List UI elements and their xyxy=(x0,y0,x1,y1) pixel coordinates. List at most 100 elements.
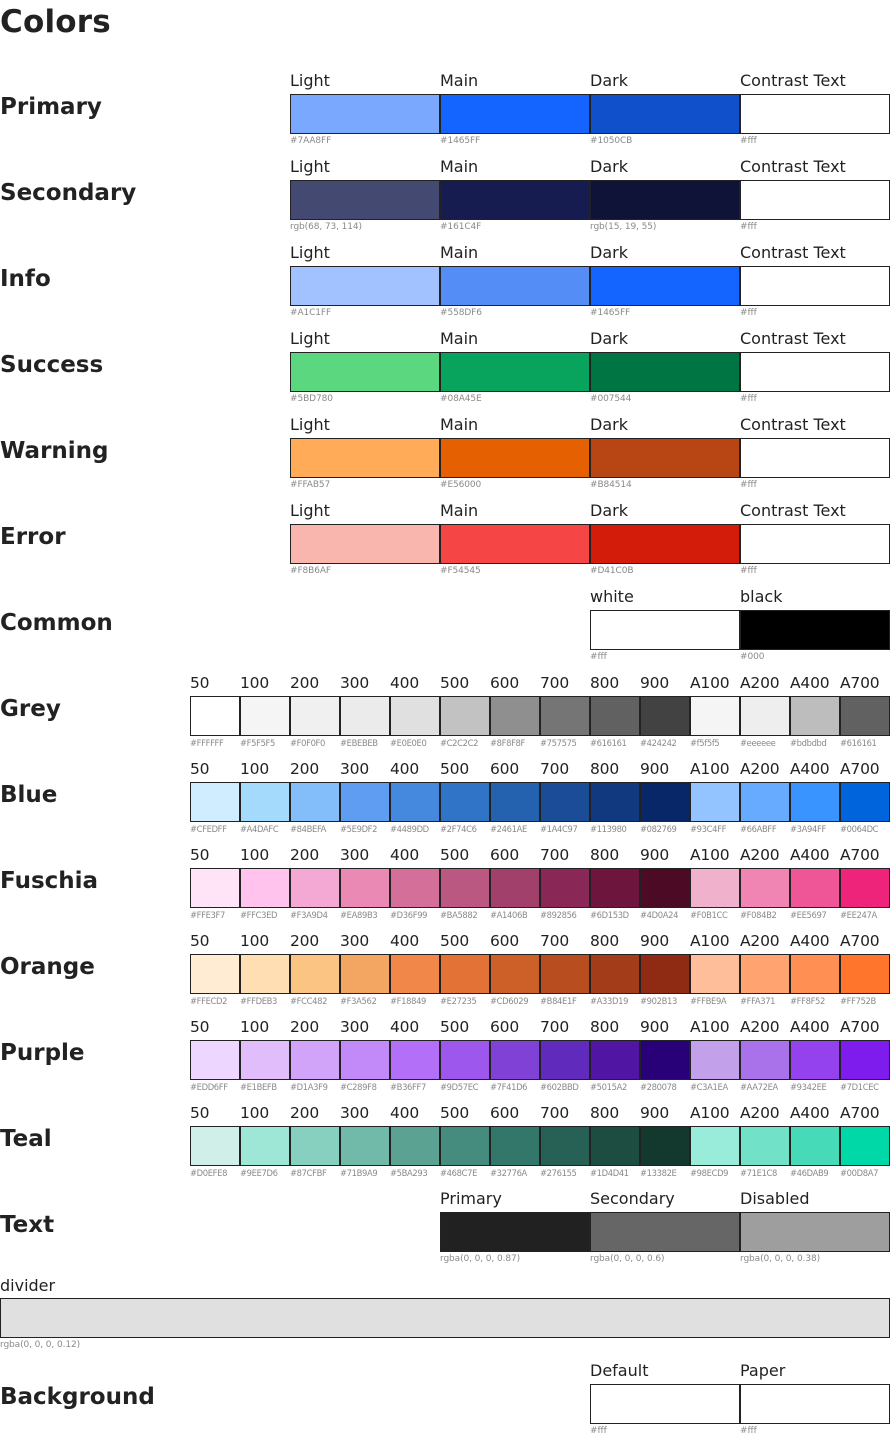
color-swatch xyxy=(290,352,440,392)
swatch-cell-teal-300: 300 #71B9A9 xyxy=(340,1104,390,1184)
color-code: #082769 xyxy=(640,824,677,834)
color-code: #fff xyxy=(740,394,757,404)
swatch-label: black xyxy=(740,587,783,606)
swatch-label: 100 xyxy=(240,1104,269,1122)
palette-group-primary: Primary Light #7AA8FF Main #1465FF Dark #1050C… xyxy=(0,72,890,152)
swatch-cell-blue-500: 500 #2F74C6 xyxy=(440,760,490,840)
swatch-cell-success-main: Main #08A45E xyxy=(440,330,590,410)
swatch-cell-purple-a700: A700 #7D1CEC xyxy=(840,1018,890,1098)
color-swatch xyxy=(290,180,440,220)
swatch-cell-teal-a400: A400 #46DAB9 xyxy=(790,1104,840,1184)
swatch-label: Light xyxy=(290,329,330,348)
color-swatch xyxy=(740,266,890,306)
color-swatch xyxy=(790,1040,840,1080)
color-swatch xyxy=(590,94,740,134)
swatch-cell-teal-400: 400 #5BA293 xyxy=(390,1104,440,1184)
color-code: rgba(0, 0, 0, 0.6) xyxy=(590,1254,665,1264)
color-code: #5015A2 xyxy=(590,1082,627,1092)
color-code: rgba(0, 0, 0, 0.38) xyxy=(740,1254,820,1264)
color-swatch xyxy=(690,1126,740,1166)
color-code: #98ECD9 xyxy=(690,1168,729,1178)
swatch-label: A100 xyxy=(690,674,730,692)
swatch-label: Contrast Text xyxy=(740,415,846,434)
color-swatch xyxy=(490,1126,540,1166)
color-code: #902B13 xyxy=(640,996,677,1006)
swatch-cell-purple-a400: A400 #9342EE xyxy=(790,1018,840,1098)
color-code: #5E9DF2 xyxy=(340,824,378,834)
swatch-label: Main xyxy=(440,329,479,348)
swatch-cell-blue-50: 50 #CFEDFF xyxy=(190,760,240,840)
swatch-cell-blue-400: 400 #4489DD xyxy=(390,760,440,840)
color-swatch xyxy=(440,352,590,392)
swatch-cell-teal-500: 500 #468C7E xyxy=(440,1104,490,1184)
palette-group-orange: Orange 50 #FFECD2 100 #FFDEB3 200 #FCC482 300 #F… xyxy=(0,932,890,1012)
swatch-cell-blue-100: 100 #A4DAFC xyxy=(240,760,290,840)
color-code: #468C7E xyxy=(440,1168,478,1178)
swatch-cell-text-primary: Primary rgba(0, 0, 0, 0.87) xyxy=(440,1190,590,1270)
swatch-cell-blue-200: 200 #84BEFA xyxy=(290,760,340,840)
swatch-cell-grey-400: 400 #E0E0E0 xyxy=(390,674,440,754)
swatch-cell-fuschia-500: 500 #BA5882 xyxy=(440,846,490,926)
swatch-cell-primary-dark: Dark #1050CB xyxy=(590,72,740,152)
swatch-label: 600 xyxy=(490,674,519,692)
swatch-label: Dark xyxy=(590,415,628,434)
color-swatch xyxy=(590,1040,640,1080)
color-code: #FFECD2 xyxy=(190,996,228,1006)
swatch-label: 50 xyxy=(190,846,210,864)
swatch-label: 500 xyxy=(440,932,469,950)
color-swatch xyxy=(340,954,390,994)
swatch-label: 50 xyxy=(190,932,210,950)
color-code: #E56000 xyxy=(440,480,482,490)
swatch-label: A400 xyxy=(790,760,830,778)
swatch-cell-grey-a700: A700 #616161 xyxy=(840,674,890,754)
swatch-cell-purple-300: 300 #C289F8 xyxy=(340,1018,390,1098)
palette-group-teal: Teal 50 #D0EFE8 100 #9EE7D6 200 #87CFBF 300 #71B… xyxy=(0,1104,890,1184)
color-code: #fff xyxy=(740,308,757,318)
color-code: #fff xyxy=(740,1426,757,1436)
swatch-cell-grey-100: 100 #F5F5F5 xyxy=(240,674,290,754)
swatch-label: Disabled xyxy=(740,1189,810,1208)
color-swatch xyxy=(440,782,490,822)
swatch-cell-teal-800: 800 #1D4D41 xyxy=(590,1104,640,1184)
group-name: Grey xyxy=(0,696,61,722)
color-code: #1465FF xyxy=(590,308,631,318)
swatch-label: 400 xyxy=(390,674,419,692)
color-swatch xyxy=(440,954,490,994)
color-swatch xyxy=(440,438,590,478)
palette-group-success: Success Light #5BD780 Main #08A45E Dark #00754… xyxy=(0,330,890,410)
color-swatch xyxy=(590,610,740,650)
swatch-cell-blue-800: 800 #113980 xyxy=(590,760,640,840)
color-code: #000 xyxy=(740,652,765,662)
swatch-label: 400 xyxy=(390,760,419,778)
swatch-cell-grey-900: 900 #424242 xyxy=(640,674,690,754)
swatch-label: 600 xyxy=(490,760,519,778)
swatch-cell-grey-200: 200 #F0F0F0 xyxy=(290,674,340,754)
color-swatch xyxy=(590,438,740,478)
swatch-cell-orange-a100: A100 #FFBE9A xyxy=(690,932,740,1012)
swatch-label: Contrast Text xyxy=(740,243,846,262)
swatch-cell-purple-50: 50 #EDD6FF xyxy=(190,1018,240,1098)
color-swatch xyxy=(590,352,740,392)
color-code: #E27235 xyxy=(440,996,477,1006)
swatch-label: 100 xyxy=(240,1018,269,1036)
color-code: #0064DC xyxy=(840,824,879,834)
color-swatch xyxy=(790,1126,840,1166)
swatch-cell-error-main: Main #F54545 xyxy=(440,502,590,582)
swatch-label: A400 xyxy=(790,846,830,864)
swatch-cell-warning-contrast-text: Contrast Text #fff xyxy=(740,416,890,496)
color-swatch xyxy=(740,696,790,736)
color-code: #E1BEFB xyxy=(240,1082,277,1092)
swatch-label: 600 xyxy=(490,932,519,950)
group-name: Success xyxy=(0,352,104,378)
color-swatch xyxy=(840,1040,890,1080)
swatch-cell-fuschia-400: 400 #D36F99 xyxy=(390,846,440,926)
color-code: #fff xyxy=(740,480,757,490)
color-swatch xyxy=(390,1040,440,1080)
color-swatch xyxy=(740,94,890,134)
color-code: rgb(15, 19, 55) xyxy=(590,222,657,232)
swatch-cell-orange-800: 800 #A33D19 xyxy=(590,932,640,1012)
color-swatch xyxy=(240,868,290,908)
swatch-cell-grey-50: 50 #FFFFFF xyxy=(190,674,240,754)
swatch-label: 700 xyxy=(540,1104,569,1122)
color-swatch xyxy=(440,266,590,306)
